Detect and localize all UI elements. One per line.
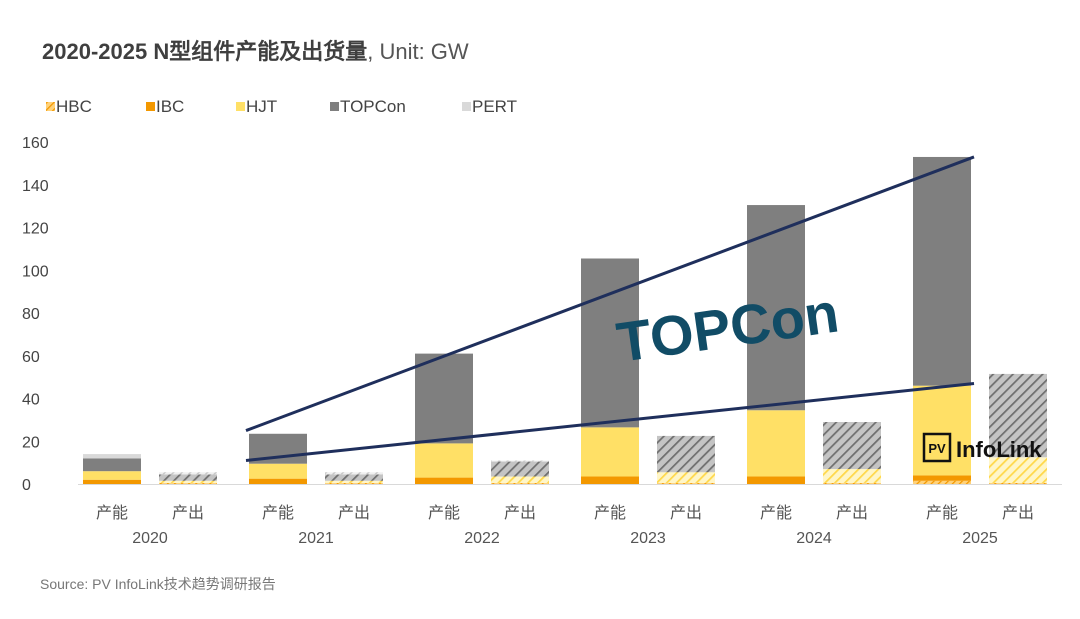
bar-segment-topcon-5 (491, 461, 549, 477)
x-tick-label-8: 产能 (760, 504, 792, 522)
legend-label-pert: PERT (472, 97, 517, 116)
x-year-label-2022: 2022 (464, 530, 500, 547)
source-note: Source: PV InfoLink技术趋势调研报告 (40, 576, 276, 592)
bar-segment-ibc-10 (913, 475, 971, 481)
bar-segment-ibc-9 (823, 482, 881, 484)
legend-swatch-ibc (146, 102, 155, 111)
chart-title-unit: , Unit: GW (367, 39, 469, 64)
chart-title: 2020-2025 N型组件产能及出货量, Unit: GW (42, 34, 469, 66)
bar-segment-ibc-0 (83, 479, 141, 484)
bar-segment-hjt-5 (491, 476, 549, 483)
bar-segment-hjt-7 (657, 472, 715, 483)
bar-segment-hjt-8 (747, 410, 805, 477)
x-year-label-2023: 2023 (630, 530, 666, 547)
chart-legend: HBC IBC HJT TOPCon PERT (46, 97, 517, 116)
x-tick-label-2: 产能 (262, 504, 294, 522)
bar-segment-ibc-2 (249, 478, 307, 484)
bars (83, 156, 1047, 484)
trend-line-1 (245, 382, 975, 462)
x-tick-label-4: 产能 (428, 504, 460, 522)
legend-label-hbc: HBC (56, 97, 92, 116)
y-tick-80: 80 (22, 306, 40, 323)
bar-segment-ibc-7 (657, 482, 715, 484)
x-tick-label-5: 产出 (504, 504, 536, 522)
x-tick-label-1: 产出 (172, 504, 204, 522)
x-tick-label-3: 产出 (338, 504, 370, 522)
bar-segment-pert-5 (491, 460, 549, 462)
bar-segment-ibc-1 (159, 482, 217, 484)
bar-segment-pert-0 (83, 454, 141, 459)
legend-label-ibc: IBC (156, 97, 184, 116)
legend-swatch-hjt (236, 102, 245, 111)
y-tick-140: 140 (22, 178, 49, 195)
bar-segment-ibc-4 (415, 477, 473, 484)
bar-segment-hbc-10 (913, 480, 971, 484)
legend-label-topcon: TOPCon (340, 97, 406, 116)
bar-segment-topcon-11 (989, 373, 1047, 458)
bar-segment-hjt-0 (83, 471, 141, 480)
bar-segment-topcon-4 (415, 353, 473, 444)
y-axis: 0 20 40 60 80 100 120 140 160 (22, 135, 1062, 494)
legend-swatch-pert (462, 102, 471, 111)
bar-segment-hjt-11 (989, 457, 1047, 483)
x-tick-label-0: 产能 (96, 504, 128, 522)
logo-badge-text: PV (928, 441, 946, 456)
bar-segment-pert-3 (325, 472, 383, 475)
bar-segment-pert-1 (159, 472, 217, 475)
bar-segment-hjt-9 (823, 469, 881, 483)
bar-segment-ibc-8 (747, 476, 805, 484)
bar-segment-ibc-5 (491, 482, 549, 484)
bar-segment-topcon-1 (159, 474, 217, 481)
y-tick-40: 40 (22, 392, 40, 409)
y-tick-100: 100 (22, 263, 49, 280)
x-tick-label-11: 产出 (1002, 504, 1034, 522)
bar-segment-ibc-3 (325, 482, 383, 484)
bar-segment-topcon-7 (657, 435, 715, 473)
bar-segment-topcon-0 (83, 458, 141, 472)
x-tick-label-7: 产出 (670, 504, 702, 522)
x-tick-label-10: 产能 (926, 504, 958, 522)
trend-line-0 (245, 155, 975, 432)
chart-title-main: 2020-2025 N型组件产能及出货量 (42, 39, 368, 64)
bar-segment-hjt-1 (159, 480, 217, 483)
bar-segment-ibc-6 (581, 476, 639, 484)
bar-segment-hjt-6 (581, 427, 639, 477)
bar-segment-hjt-2 (249, 463, 307, 479)
x-tick-label-9: 产出 (836, 504, 868, 522)
legend-label-hjt: HJT (246, 97, 277, 116)
logo-text: InfoLink (956, 437, 1042, 462)
bar-segment-hjt-4 (415, 443, 473, 478)
y-tick-20: 20 (22, 434, 40, 451)
bar-segment-topcon-3 (325, 474, 383, 481)
x-year-label-2025: 2025 (962, 530, 998, 547)
bar-segment-hjt-3 (325, 480, 383, 483)
bar-segment-ibc-11 (989, 482, 1047, 484)
y-tick-120: 120 (22, 221, 49, 238)
legend-swatch-hbc (46, 102, 55, 111)
y-tick-0: 0 (22, 477, 31, 494)
x-tick-label-6: 产能 (594, 504, 626, 522)
trend-annotation-label: TOPCon (613, 280, 843, 373)
x-year-label-2024: 2024 (796, 530, 832, 547)
bar-segment-topcon-10 (913, 156, 971, 386)
legend-swatch-topcon (330, 102, 339, 111)
bar-segment-topcon-9 (823, 422, 881, 470)
x-year-label-2021: 2021 (298, 530, 334, 547)
x-year-label-2020: 2020 (132, 530, 168, 547)
y-tick-160: 160 (22, 135, 49, 152)
y-tick-60: 60 (22, 349, 40, 366)
logo-badge-frame (922, 432, 952, 463)
